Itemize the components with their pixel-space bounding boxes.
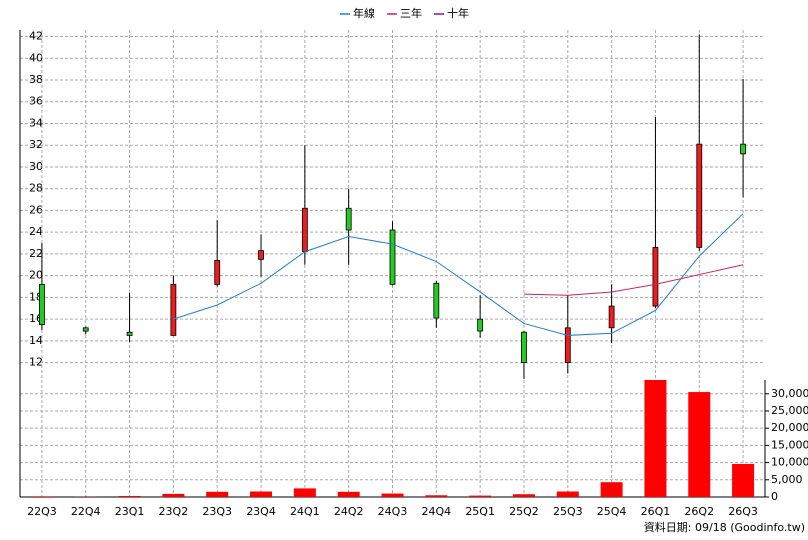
x-tick-label: 26Q1 — [641, 505, 671, 518]
y-tick-label: 20 — [29, 269, 43, 282]
volume-bar — [250, 491, 273, 497]
candle-body — [740, 143, 746, 155]
y-tick-label: 34 — [29, 116, 43, 129]
volume-bar — [600, 482, 623, 497]
x-tick-label: 25Q4 — [597, 505, 627, 518]
volume-bar — [644, 380, 667, 497]
x-tick-label: 22Q3 — [27, 505, 57, 518]
x-tick-label: 25Q3 — [553, 505, 583, 518]
volume-bar — [337, 491, 360, 497]
y2-tick-label: 10,000 — [771, 456, 808, 469]
x-tick-label: 22Q4 — [71, 505, 101, 518]
volume-bar — [206, 491, 229, 497]
volume-bar — [469, 495, 492, 497]
legend-label: 十年 — [447, 6, 469, 20]
candle-body — [433, 282, 440, 319]
x-tick-label: 26Q3 — [728, 505, 758, 518]
x-tick-label: 24Q4 — [421, 505, 451, 518]
candle-body — [696, 143, 703, 248]
candle-body — [477, 318, 484, 332]
x-tick-label: 23Q4 — [246, 505, 276, 518]
volume-bar — [512, 494, 535, 497]
volume-bar — [381, 493, 404, 497]
candle-body — [126, 331, 133, 336]
y2-tick-label: 20,000 — [771, 421, 808, 434]
x-tick-label: 24Q1 — [290, 505, 320, 518]
volume-bar — [425, 495, 448, 497]
x-tick-label: 25Q1 — [465, 505, 495, 518]
candle-body — [39, 283, 45, 325]
volume-bar — [688, 392, 711, 497]
ma-line — [523, 264, 744, 296]
y2-tick-label: 0 — [771, 490, 778, 503]
candle-body — [345, 207, 352, 231]
volume-bar — [30, 496, 53, 497]
legend-label: 年線 — [353, 6, 375, 20]
candle-body — [214, 260, 221, 285]
y-tick-label: 28 — [29, 182, 43, 195]
y2-tick-label: 5,000 — [771, 473, 803, 486]
candle-body — [652, 246, 659, 307]
y-tick-label: 12 — [29, 356, 43, 369]
y-tick-label: 22 — [29, 247, 43, 260]
candle-body — [564, 327, 571, 364]
x-tick-label: 23Q2 — [159, 505, 189, 518]
y2-tick-label: 25,000 — [771, 404, 808, 417]
x-tick-label: 24Q3 — [378, 505, 408, 518]
y-tick-label: 26 — [29, 203, 43, 216]
y-tick-label: 38 — [29, 73, 43, 86]
y-tick-label: 40 — [29, 51, 43, 64]
candle-body — [258, 250, 264, 260]
x-tick-label: 23Q1 — [115, 505, 145, 518]
source-note: 資料日期: 09/18 (Goodinfo.tw) — [644, 520, 805, 534]
legend-label: 三年 — [400, 6, 422, 20]
volume-bar — [162, 493, 185, 497]
volume-bar — [118, 495, 141, 497]
y-tick-label: 30 — [29, 160, 43, 173]
y2-tick-label: 30,000 — [771, 387, 808, 400]
x-tick-label: 24Q2 — [334, 505, 364, 518]
ma-line — [173, 213, 744, 336]
candle-body — [521, 331, 527, 364]
y-tick-label: 36 — [29, 95, 43, 108]
volume-bar — [293, 488, 316, 497]
y2-tick-label: 15,000 — [771, 438, 808, 451]
candle-body — [301, 207, 308, 253]
x-tick-label: 26Q2 — [684, 505, 714, 518]
volume-bar — [732, 463, 755, 497]
candle-body — [170, 283, 177, 336]
x-tick-label: 25Q2 — [509, 505, 539, 518]
candle-body — [82, 327, 89, 332]
y-tick-label: 42 — [29, 30, 43, 43]
y-tick-label: 14 — [29, 334, 43, 347]
volume-bar — [556, 491, 579, 497]
x-tick-label: 23Q3 — [202, 505, 232, 518]
candle-body — [608, 305, 615, 329]
candle-body — [389, 229, 396, 285]
y-tick-label: 24 — [29, 225, 43, 238]
y-tick-label: 32 — [29, 138, 43, 151]
